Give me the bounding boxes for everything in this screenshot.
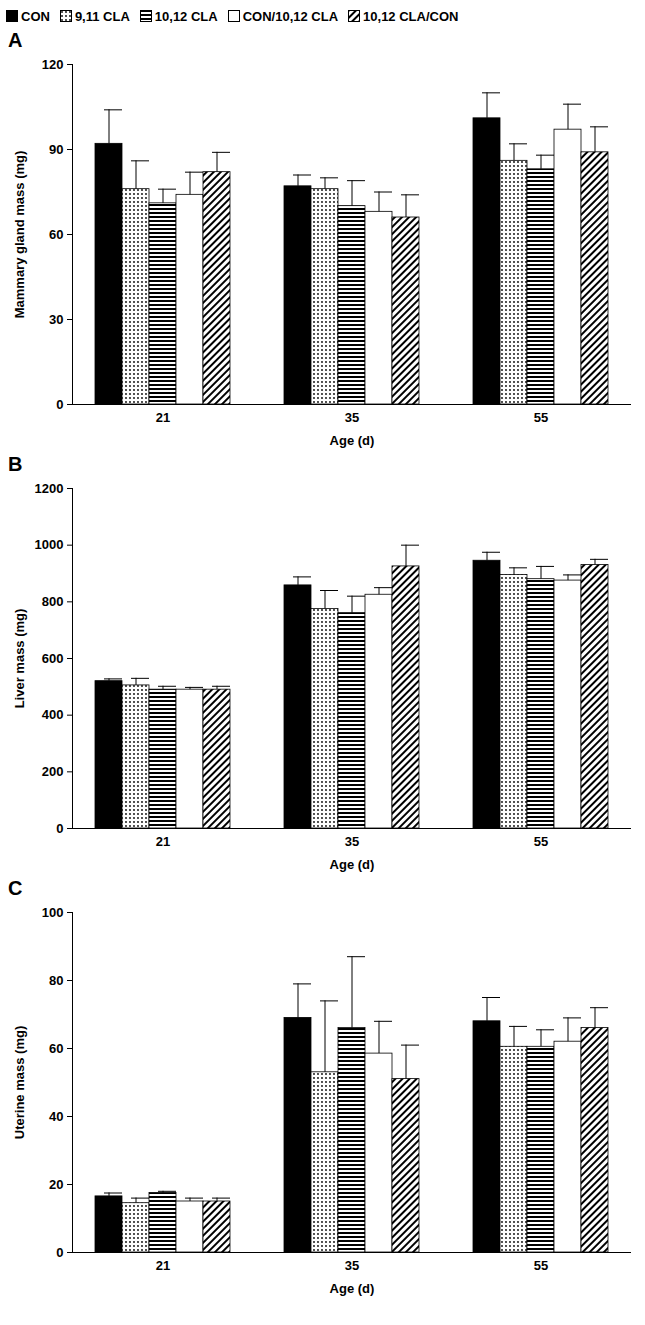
svg-text:Liver mass (mg): Liver mass (mg) xyxy=(12,609,27,709)
svg-text:55: 55 xyxy=(534,410,548,425)
html-text:CON: CON xyxy=(21,8,50,24)
svg-text:600: 600 xyxy=(42,651,64,666)
html-text:10,12 CLA: 10,12 CLA xyxy=(154,8,218,24)
html-text:A: A xyxy=(8,29,23,51)
svg-text:Uterine mass (mg): Uterine mass (mg) xyxy=(12,1026,27,1139)
svg-text:Age (d): Age (d) xyxy=(330,433,375,448)
svg-text:21: 21 xyxy=(156,834,170,849)
svg-text:55: 55 xyxy=(534,834,548,849)
svg-text:20: 20 xyxy=(49,1177,63,1192)
svg-text:1200: 1200 xyxy=(35,481,64,496)
svg-text:120: 120 xyxy=(42,57,64,72)
svg-text:0: 0 xyxy=(56,821,63,836)
svg-text:55: 55 xyxy=(534,1258,548,1273)
svg-text:90: 90 xyxy=(49,142,63,157)
html-text:10,12 CLA/CON: 10,12 CLA/CON xyxy=(363,8,459,24)
svg-text:60: 60 xyxy=(49,227,63,242)
svg-text:21: 21 xyxy=(156,410,170,425)
html-text:C: C xyxy=(8,877,23,899)
svg-text:1000: 1000 xyxy=(35,537,64,552)
svg-text:35: 35 xyxy=(345,410,359,425)
html-text:B: B xyxy=(8,453,23,475)
html-text:9,11 CLA: 9,11 CLA xyxy=(74,8,130,24)
svg-text:Age (d): Age (d) xyxy=(330,857,375,872)
svg-text:21: 21 xyxy=(156,1258,170,1273)
svg-text:800: 800 xyxy=(42,594,64,609)
svg-text:35: 35 xyxy=(345,1258,359,1273)
svg-text:100: 100 xyxy=(42,905,64,920)
svg-text:35: 35 xyxy=(345,834,359,849)
svg-text:200: 200 xyxy=(42,764,64,779)
svg-text:80: 80 xyxy=(49,973,63,988)
svg-text:400: 400 xyxy=(42,707,64,722)
svg-text:30: 30 xyxy=(49,312,63,327)
svg-text:Mammary gland mass (mg): Mammary gland mass (mg) xyxy=(12,151,27,319)
svg-text:0: 0 xyxy=(56,397,63,412)
svg-text:60: 60 xyxy=(49,1041,63,1056)
svg-text:40: 40 xyxy=(49,1109,63,1124)
html-text:CON/10,12 CLA: CON/10,12 CLA xyxy=(242,8,339,24)
svg-text:0: 0 xyxy=(56,1245,63,1260)
svg-text:Age (d): Age (d) xyxy=(330,1281,375,1296)
